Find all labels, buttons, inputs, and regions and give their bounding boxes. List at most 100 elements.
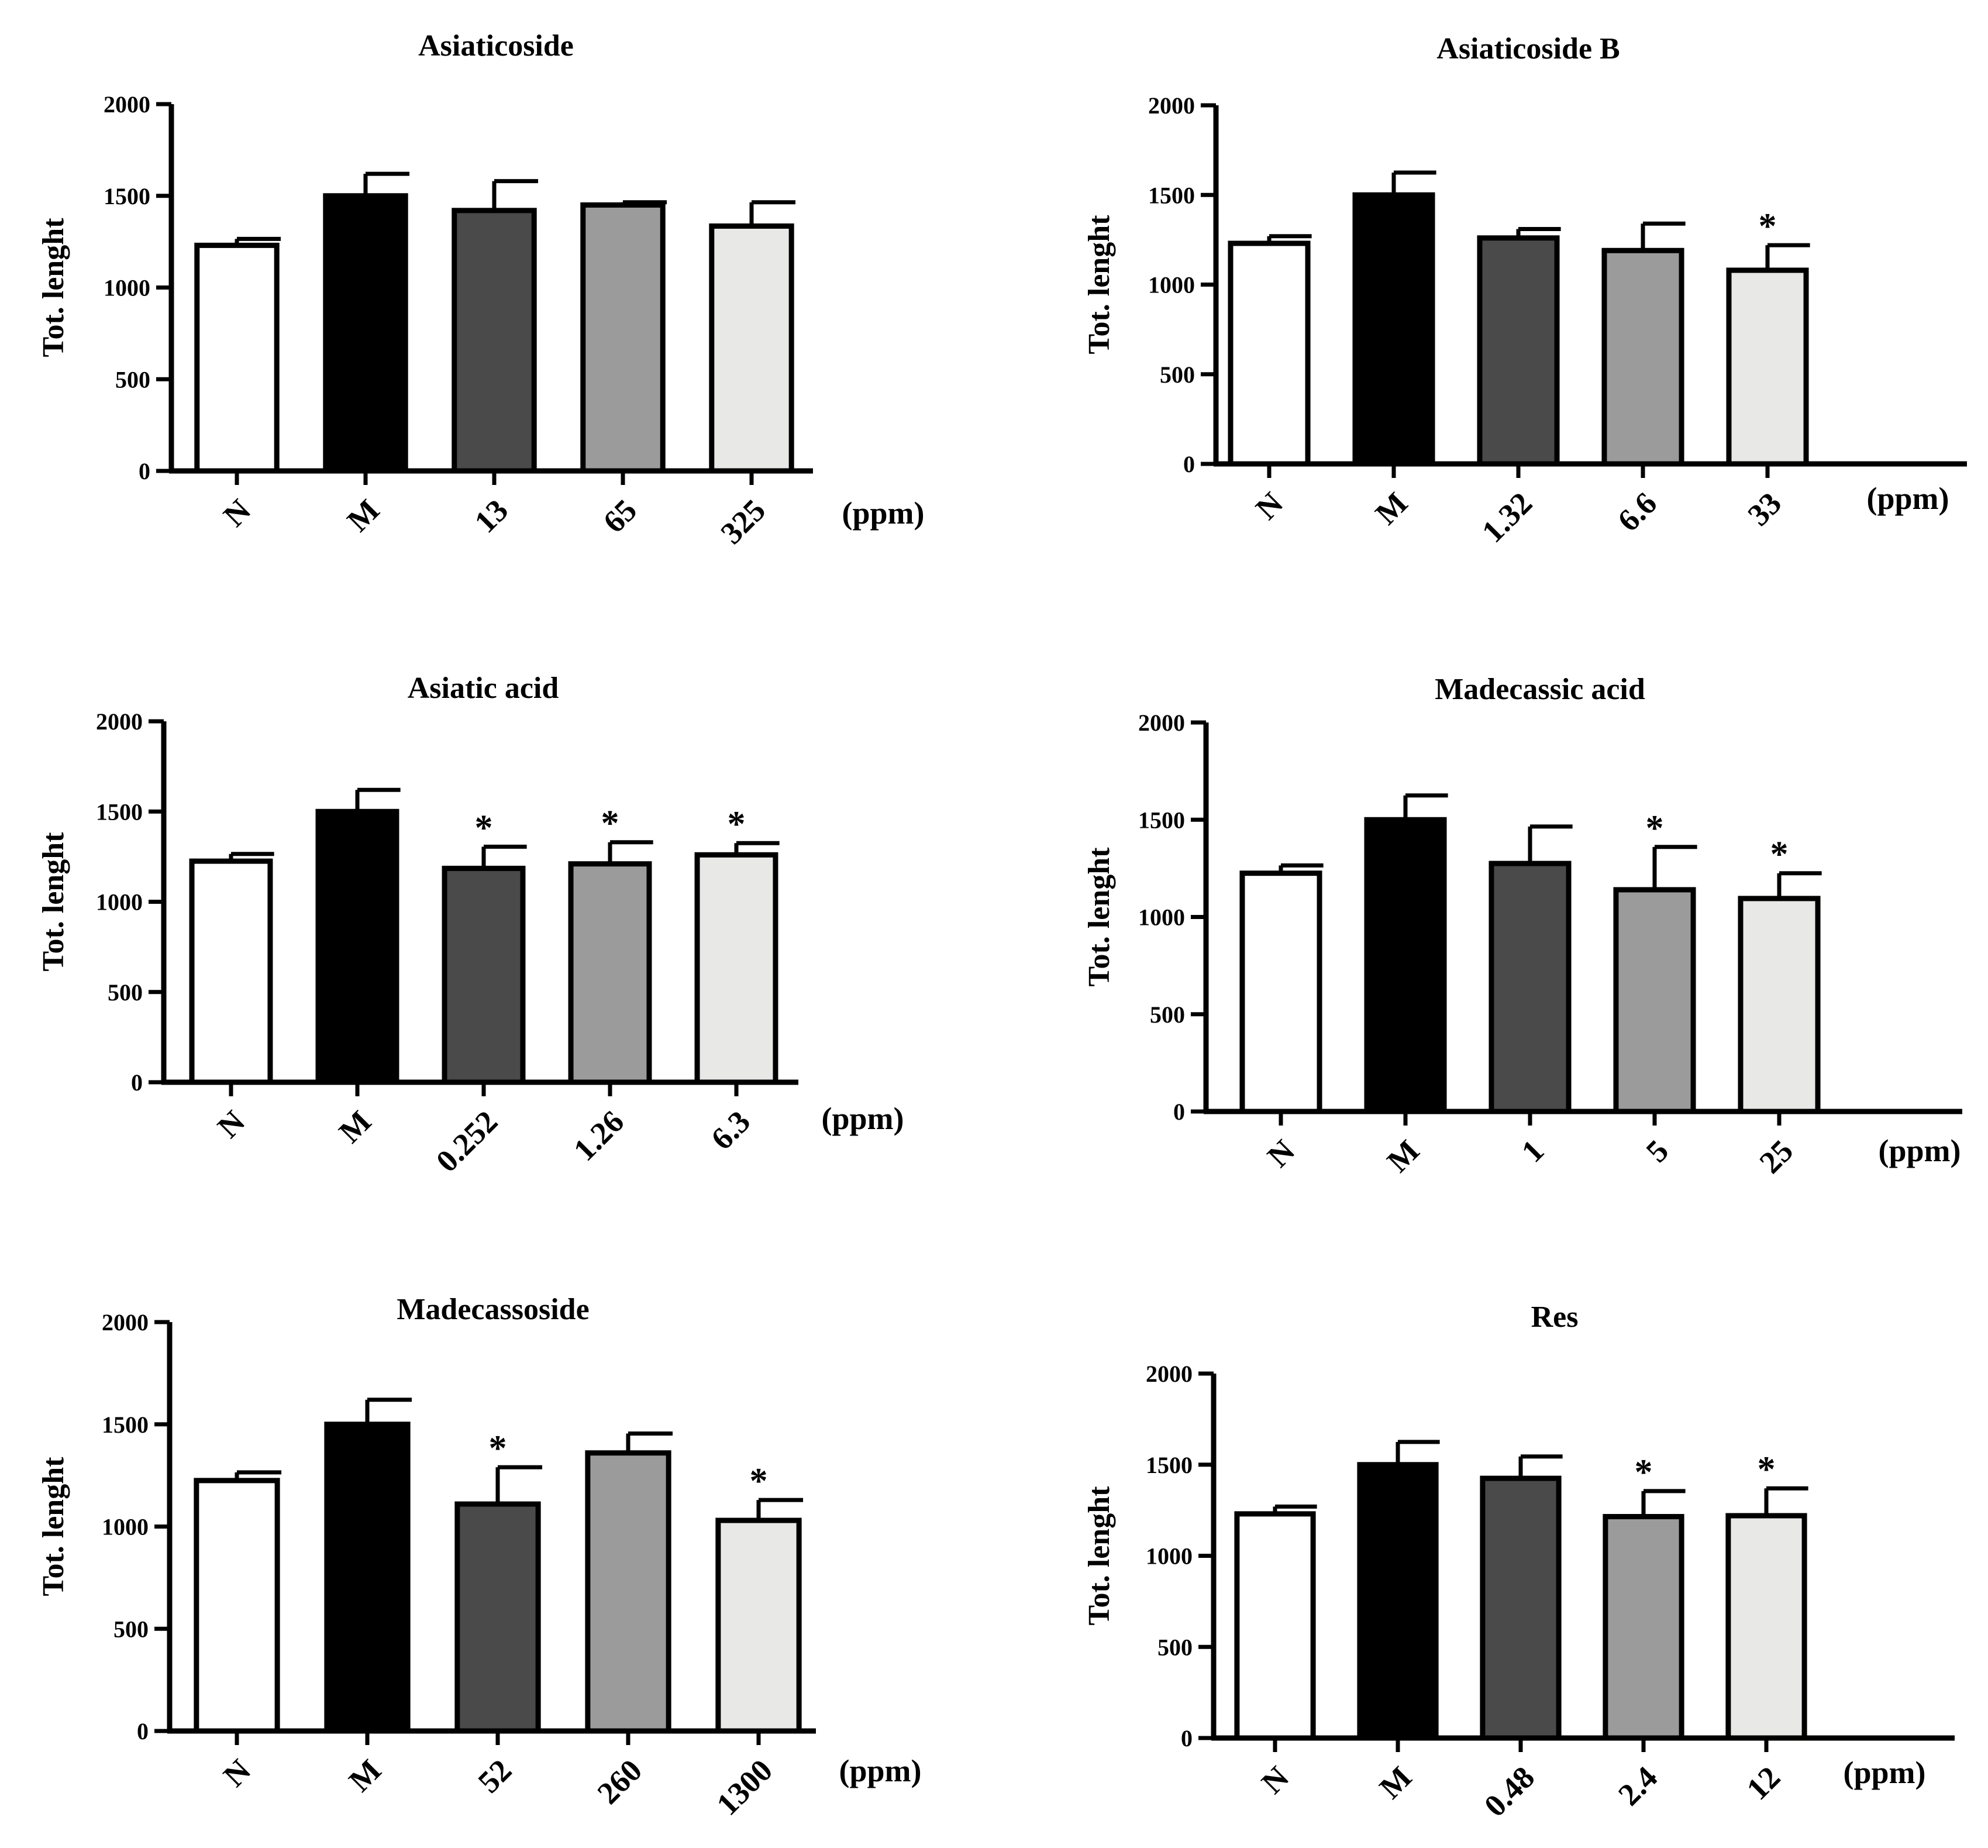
y-tick-label: 1500 — [1148, 182, 1195, 208]
bar-M — [315, 808, 399, 1085]
y-axis-label: Tot. lenght — [1083, 215, 1116, 355]
bar-N — [1228, 240, 1311, 467]
bar-5 — [1613, 887, 1696, 1114]
bar-65 — [580, 202, 666, 474]
x-tick-label: 0.48 — [1477, 1760, 1541, 1823]
y-tick-label: 500 — [1157, 1634, 1193, 1660]
y-tick-label: 0 — [1173, 1099, 1185, 1125]
bar-N — [194, 242, 280, 474]
y-tick-label: 2000 — [1146, 1361, 1193, 1387]
y-tick-label: 2000 — [1148, 92, 1195, 119]
bar-M — [323, 193, 408, 474]
chart-panel-1: Asiaticoside Tot. lenght 0 500 1000 1500 2000 N… — [37, 29, 925, 550]
y-tick-label: 1500 — [96, 799, 143, 825]
chart-title: Asiaticoside — [418, 29, 574, 63]
x-tick-label: 33 — [1741, 486, 1789, 533]
x-tick-label: M — [342, 1753, 388, 1798]
y-tick-label: 2000 — [104, 91, 150, 118]
chart-panel-3: Asiatic acid Tot. lenght 0 500 1000 1500 2000 *… — [37, 672, 904, 1179]
bar-6.3 — [694, 852, 778, 1085]
y-tick-label: 2000 — [102, 1309, 149, 1336]
y-tick-label: 1000 — [1146, 1543, 1193, 1570]
x-axis-unit: (ppm) — [821, 1101, 904, 1136]
x-tick-label: 1.32 — [1475, 486, 1539, 549]
bar-6.6 — [1601, 247, 1684, 467]
bar-0.48 — [1480, 1475, 1562, 1741]
bar-1 — [1489, 861, 1572, 1114]
bar-13 — [452, 208, 537, 474]
bar-1.32 — [1477, 235, 1560, 467]
y-tick-label: 0 — [1181, 1725, 1193, 1751]
y-tick-label: 0 — [137, 1718, 149, 1744]
significance-marker: * — [475, 808, 493, 848]
x-tick-label: 65 — [597, 493, 644, 540]
x-axis-unit: (ppm) — [1843, 1755, 1925, 1790]
y-tick-label: 1500 — [1138, 807, 1185, 833]
bar-260 — [585, 1450, 671, 1734]
significance-marker: * — [750, 1461, 768, 1501]
chart-panel-5: Madecassoside Tot. lenght 0 500 1000 1500 2000… — [37, 1293, 922, 1822]
x-tick-label: 260 — [591, 1753, 649, 1811]
bar-1300 — [715, 1517, 802, 1734]
chart-title: Madecassic acid — [1435, 673, 1645, 706]
bar-M — [324, 1422, 411, 1734]
x-tick-label: 6.6 — [1611, 486, 1663, 538]
y-tick-label: 1000 — [1138, 904, 1185, 931]
y-tick-label: 1500 — [104, 183, 150, 209]
significance-marker: * — [728, 804, 746, 844]
x-tick-label: 0.252 — [429, 1104, 504, 1179]
y-tick-label: 1000 — [102, 1514, 149, 1540]
x-tick-label: 5 — [1639, 1133, 1676, 1169]
bar-1.26 — [568, 861, 652, 1085]
significance-marker: * — [601, 804, 619, 844]
y-tick-label: 2000 — [1138, 710, 1185, 736]
x-tick-label: 1 — [1515, 1133, 1551, 1169]
bar-52 — [454, 1501, 541, 1734]
y-tick-label: 0 — [1183, 451, 1195, 477]
y-axis-label: Tot. lenght — [37, 1457, 70, 1596]
x-tick-label: N — [1255, 1760, 1296, 1801]
bar-2.4 — [1603, 1514, 1684, 1741]
bar-0.252 — [442, 865, 526, 1085]
y-tick-label: 500 — [108, 979, 143, 1006]
bar-N — [189, 858, 273, 1085]
chart-panel-2: Asiaticoside B Tot. lenght 0 500 1000 1500 200… — [1083, 32, 1967, 549]
x-axis-unit: (ppm) — [1878, 1133, 1961, 1168]
x-tick-label: M — [1380, 1133, 1426, 1179]
y-axis-label: Tot. lenght — [1083, 1486, 1116, 1626]
x-tick-label: N — [216, 493, 257, 534]
significance-marker: * — [1646, 808, 1664, 848]
bar-N — [1234, 1511, 1316, 1741]
y-tick-label: 2000 — [96, 708, 143, 735]
x-tick-label: 2.4 — [1611, 1760, 1664, 1812]
y-axis-label: Tot. lenght — [37, 832, 70, 972]
chart-title: Res — [1531, 1300, 1579, 1334]
bar-N — [194, 1478, 280, 1734]
bar-M — [1352, 192, 1435, 467]
x-tick-label: N — [1260, 1133, 1301, 1174]
bar-25 — [1738, 896, 1821, 1114]
x-tick-label: N — [211, 1104, 251, 1145]
significance-marker: * — [1635, 1453, 1653, 1492]
chart-panel-4: Madecassic acid Tot. lenght 0 500 1000 1500 20… — [1083, 673, 1962, 1180]
y-tick-label: 500 — [1160, 362, 1195, 388]
y-tick-label: 1500 — [102, 1412, 149, 1438]
y-axis-label: Tot. lenght — [1083, 847, 1116, 987]
chart-title: Asiatic acid — [408, 672, 559, 705]
x-axis-unit: (ppm) — [842, 495, 924, 531]
chart-panel-6: Res Tot. lenght 0 500 1000 1500 2000 * * N M 0.48 2.… — [1083, 1300, 1955, 1823]
x-tick-label: 1.26 — [567, 1104, 630, 1168]
y-tick-label: 1000 — [104, 275, 150, 301]
x-tick-label: 25 — [1753, 1133, 1800, 1181]
bar-N — [1239, 870, 1322, 1114]
x-tick-label: N — [216, 1753, 257, 1794]
significance-marker: * — [1758, 1450, 1776, 1489]
x-tick-label: 1300 — [709, 1753, 779, 1822]
y-tick-label: 1000 — [96, 889, 143, 916]
x-axis-unit: (ppm) — [1866, 481, 1949, 516]
x-tick-label: M — [1373, 1760, 1418, 1805]
chart-title: Madecassoside — [397, 1293, 589, 1326]
bar-12 — [1725, 1513, 1807, 1741]
x-tick-label: M — [332, 1104, 378, 1150]
x-tick-label: 12 — [1740, 1760, 1787, 1807]
